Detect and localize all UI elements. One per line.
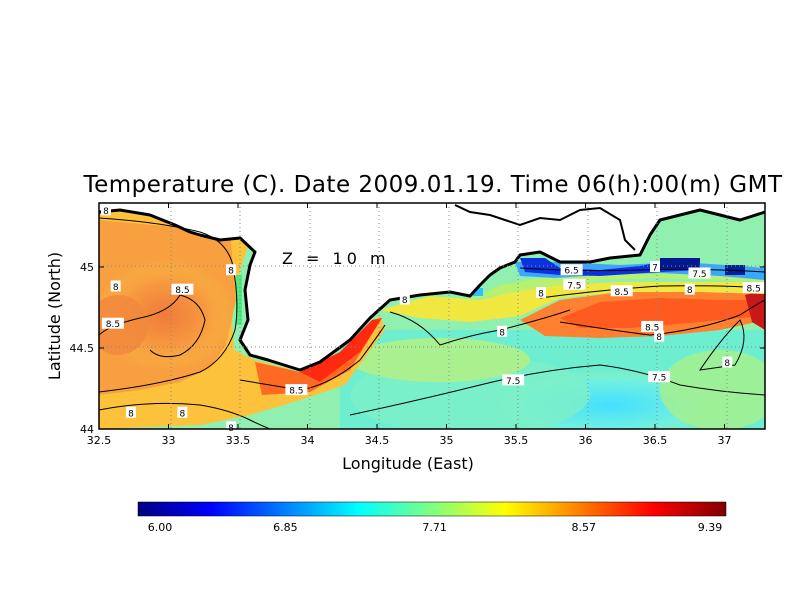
contour-label: 7.5	[567, 281, 581, 291]
colorbar-tick-label: 9.39	[698, 521, 723, 534]
contour-line	[698, 319, 745, 371]
contour-line	[519, 267, 766, 273]
contour-label-bg	[226, 421, 237, 433]
contour-label-bg	[560, 264, 583, 276]
contour-label-bg	[654, 330, 665, 342]
contour-label: 8	[180, 409, 186, 419]
contour-line	[539, 285, 766, 299]
contour-line	[559, 299, 766, 336]
x-tick-label: 37	[718, 434, 732, 447]
x-tick-label: 35.5	[504, 434, 529, 447]
contour-label-bg	[177, 406, 188, 418]
contour-label: 8.5	[645, 323, 659, 333]
x-axis-label: Longitude (East)	[342, 454, 474, 473]
contour-label-bg	[641, 320, 664, 332]
x-axis: 32.5 33 33.5 34 34.5 35 35.5 36 36.5 37	[87, 203, 732, 447]
x-tick-label: 35	[440, 434, 454, 447]
contour-line	[349, 364, 766, 416]
contour-label: 8.5	[106, 320, 120, 330]
colorbar-ticks: 6.00 6.85 7.71 8.57 9.39	[148, 521, 723, 534]
contour-label-bg	[171, 283, 194, 295]
contour-label-bg	[536, 286, 547, 298]
contour-label: 6.5	[564, 267, 578, 277]
contour-label: 8	[538, 289, 544, 299]
contour-label-bg	[688, 267, 711, 279]
y-axis: 44 44.5 45	[70, 261, 765, 436]
contour-line	[98, 217, 238, 393]
land-mask	[99, 203, 765, 370]
contour-label-bg	[722, 356, 733, 368]
x-tick-label: 33.5	[226, 434, 251, 447]
x-tick-label: 36	[579, 434, 593, 447]
colorbar-tick-label: 6.00	[148, 521, 173, 534]
contour-label-bg	[285, 384, 308, 396]
contour-label-bg	[650, 261, 660, 272]
contour-label: 8	[128, 409, 134, 419]
contour-label: 8.5	[614, 288, 628, 298]
contour-label: 7	[652, 264, 658, 274]
contour-label-bg	[648, 371, 671, 383]
contour-label: 8	[228, 267, 234, 277]
contour-label-bg	[563, 278, 586, 290]
contour-label: 8.5	[175, 286, 189, 296]
x-tick-label: 32.5	[87, 434, 112, 447]
contour-label-bg	[125, 406, 136, 418]
contour-label-bg	[110, 280, 121, 292]
colorbar-tick-label: 7.71	[422, 521, 447, 534]
y-tick-label: 44.5	[70, 342, 95, 355]
contour-label: 8	[113, 283, 119, 293]
grid-lines	[99, 203, 765, 429]
contour-label: 8	[499, 328, 505, 338]
contour-label: 8.5	[747, 285, 761, 295]
contour-label: 8	[103, 207, 109, 217]
contour-label-bg	[399, 293, 410, 305]
contour-label-bg	[226, 264, 237, 276]
colorbar-tick-label: 8.57	[572, 521, 597, 534]
colorbar-tick-label: 6.85	[273, 521, 298, 534]
contour-label-bg	[742, 282, 765, 294]
plot-frame	[98, 202, 766, 430]
contour-label-bg	[684, 283, 695, 295]
contour-label: 8	[724, 359, 730, 369]
chart-title: Temperature (C). Date 2009.01.19. Time 0…	[83, 172, 783, 198]
contour-lines	[98, 217, 766, 430]
contour-label-bg	[497, 325, 508, 337]
x-tick-label: 36.5	[643, 434, 668, 447]
contour-line	[98, 294, 206, 358]
contour-label-bg	[100, 204, 111, 216]
contour-line	[98, 402, 271, 430]
depth-annotation: Z = 10 m	[282, 249, 390, 268]
contour-label: 8	[656, 333, 662, 343]
colorbar	[137, 501, 727, 517]
contour-label: 8	[687, 286, 693, 296]
x-tick-label: 34.5	[365, 434, 390, 447]
contour-label: 8.5	[289, 387, 303, 397]
x-tick-label: 33	[162, 434, 176, 447]
contour-label-bg	[101, 317, 124, 329]
contour-label: 7.5	[506, 377, 520, 387]
contour-label-bg	[502, 374, 525, 386]
contour-line	[239, 324, 386, 391]
x-tick-label: 34	[301, 434, 315, 447]
contour-label: 7.5	[652, 374, 666, 384]
y-tick-label: 44	[80, 423, 94, 436]
y-axis-label: Latitude (North)	[45, 252, 64, 380]
contour-line	[389, 309, 571, 346]
y-tick-label: 45	[80, 261, 94, 274]
contour-label: 8	[402, 296, 408, 306]
contour-label-bg	[610, 285, 633, 297]
coastline-detail	[454, 204, 636, 251]
contour-label: 7.5	[692, 270, 706, 280]
